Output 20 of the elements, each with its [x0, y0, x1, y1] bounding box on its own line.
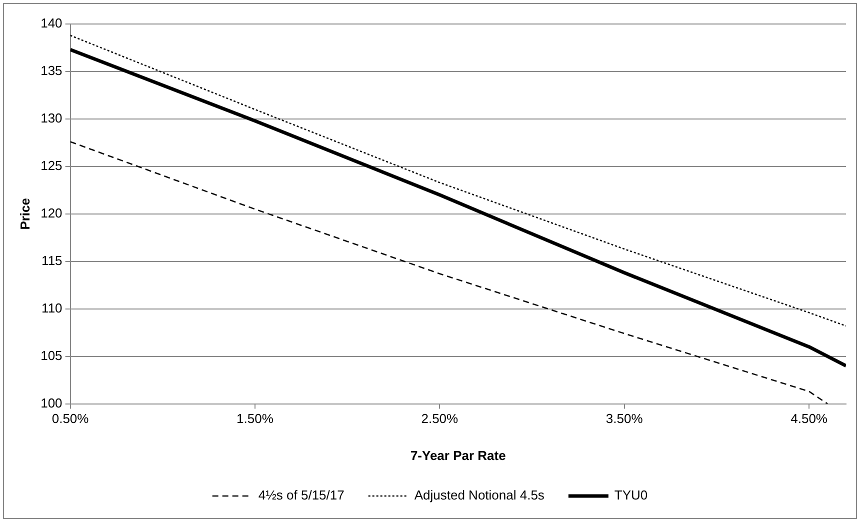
- x-tick-label: 1.50%: [236, 411, 274, 426]
- y-tick-label: 100: [40, 395, 62, 410]
- x-axis-title: 7-Year Par Rate: [410, 448, 506, 463]
- y-tick-label: 120: [40, 205, 62, 220]
- legend-label: TYU0: [614, 488, 648, 503]
- y-tick-label: 110: [42, 300, 62, 316]
- y-tick-label: 130: [40, 110, 62, 126]
- x-tick-label: 3.50%: [606, 411, 644, 426]
- y-tick-label: 105: [40, 348, 62, 363]
- y-tick-label: 140: [40, 16, 62, 31]
- x-tick-label: 0.50%: [52, 411, 90, 426]
- x-tick-label: 4.50%: [790, 411, 828, 426]
- line-series: [70, 141, 828, 404]
- legend-label: 4½s of 5/15/17: [258, 488, 344, 503]
- y-tick-label: 135: [40, 63, 62, 78]
- legend-label: Adjusted Notional 4.5s: [414, 488, 545, 503]
- y-axis-title: Price: [17, 198, 32, 230]
- y-tick-label: 125: [40, 158, 62, 174]
- y-tick-label: 115: [42, 252, 62, 268]
- x-tick-label: 2.50%: [421, 411, 459, 426]
